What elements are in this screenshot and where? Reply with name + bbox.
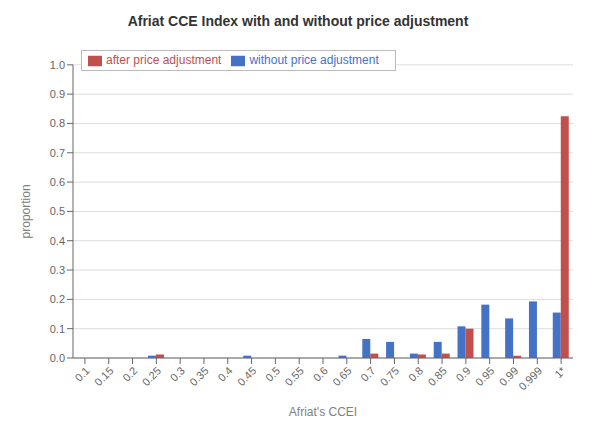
svg-text:0.55: 0.55: [282, 364, 306, 388]
svg-text:0.35: 0.35: [187, 364, 211, 388]
svg-text:0.5: 0.5: [50, 205, 65, 217]
svg-text:Afriat's CCEI: Afriat's CCEI: [289, 405, 357, 419]
svg-text:0.999: 0.999: [516, 364, 544, 392]
svg-text:0.1: 0.1: [73, 364, 92, 383]
svg-text:0.6: 0.6: [50, 176, 65, 188]
svg-text:0.3: 0.3: [50, 264, 65, 276]
html-text:without price adjustment: without price adjustment: [249, 53, 379, 67]
svg-text:0.95: 0.95: [473, 364, 497, 388]
html-text:after price adjustment: after price adjustment: [106, 53, 222, 67]
svg-text:0.2: 0.2: [50, 293, 65, 305]
svg-text:0.25: 0.25: [140, 364, 164, 388]
svg-text:0.9: 0.9: [50, 88, 65, 100]
svg-text:0.15: 0.15: [92, 364, 116, 388]
svg-text:proportion: proportion: [19, 184, 33, 238]
svg-text:0.4: 0.4: [50, 235, 65, 247]
svg-text:0.5: 0.5: [263, 364, 282, 383]
svg-text:0.75: 0.75: [378, 364, 402, 388]
svg-text:0.0: 0.0: [50, 352, 65, 364]
svg-text:0.99: 0.99: [496, 364, 521, 389]
svg-text:0.8: 0.8: [406, 364, 425, 383]
svg-text:0.9: 0.9: [453, 364, 472, 383]
svg-text:0.8: 0.8: [50, 117, 65, 129]
svg-text:0.7: 0.7: [50, 147, 65, 159]
svg-text:0.6: 0.6: [311, 364, 330, 383]
svg-text:0.4: 0.4: [215, 364, 234, 383]
html-text:Afriat CCE Index with and with: Afriat CCE Index with and without price …: [127, 13, 469, 29]
svg-text:0.85: 0.85: [425, 364, 449, 388]
svg-text:1.0: 1.0: [50, 59, 65, 71]
svg-text:0.1: 0.1: [50, 323, 65, 335]
svg-text:0.2: 0.2: [120, 364, 139, 383]
svg-text:1*: 1*: [552, 364, 568, 380]
svg-text:0.7: 0.7: [358, 364, 377, 383]
svg-text:0.45: 0.45: [235, 364, 259, 388]
svg-text:0.3: 0.3: [168, 364, 187, 383]
svg-text:0.65: 0.65: [330, 364, 354, 388]
